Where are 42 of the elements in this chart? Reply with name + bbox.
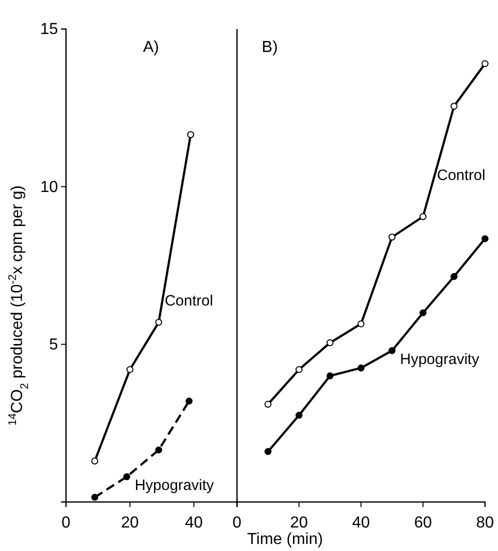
point (264, 448, 272, 456)
series-label: Control (164, 292, 214, 310)
text: A) (142, 39, 159, 56)
point (126, 366, 134, 374)
point (296, 412, 302, 419)
point (450, 273, 458, 280)
point (358, 364, 364, 372)
series-label: Hypogravity (134, 477, 214, 494)
point (91, 494, 98, 501)
y-tick-label: 15 (40, 21, 58, 38)
point (155, 318, 162, 326)
point (296, 366, 302, 374)
point (450, 102, 458, 110)
point (123, 473, 130, 480)
y-tick-label: 10 (40, 178, 58, 196)
point (420, 213, 426, 220)
y-tick-label: 5 (49, 336, 58, 354)
point (388, 347, 396, 354)
series-label: Hypogravity (400, 350, 480, 368)
point (482, 60, 488, 68)
series-label: Control (437, 166, 486, 184)
point (155, 446, 162, 454)
point (388, 234, 396, 241)
point (482, 235, 488, 242)
point (358, 320, 364, 328)
point (326, 372, 334, 380)
point (91, 458, 98, 464)
x-tick-label: 0 (232, 514, 242, 532)
x-tick-label: 20 (290, 514, 308, 532)
x-tick-label: 40 (352, 514, 370, 532)
x-tick-label: 40 (184, 514, 203, 532)
text: B) (262, 39, 278, 56)
x-tick-label: 60 (414, 514, 432, 532)
point (187, 131, 194, 138)
point (420, 309, 426, 316)
x-axis-title: Time (min) (247, 531, 323, 548)
x-tick-label: 0 (62, 514, 71, 532)
point (326, 339, 334, 346)
x-tick-label: 80 (476, 514, 494, 532)
point (264, 400, 272, 408)
x-tick-label: 20 (121, 514, 139, 532)
point (186, 398, 193, 405)
